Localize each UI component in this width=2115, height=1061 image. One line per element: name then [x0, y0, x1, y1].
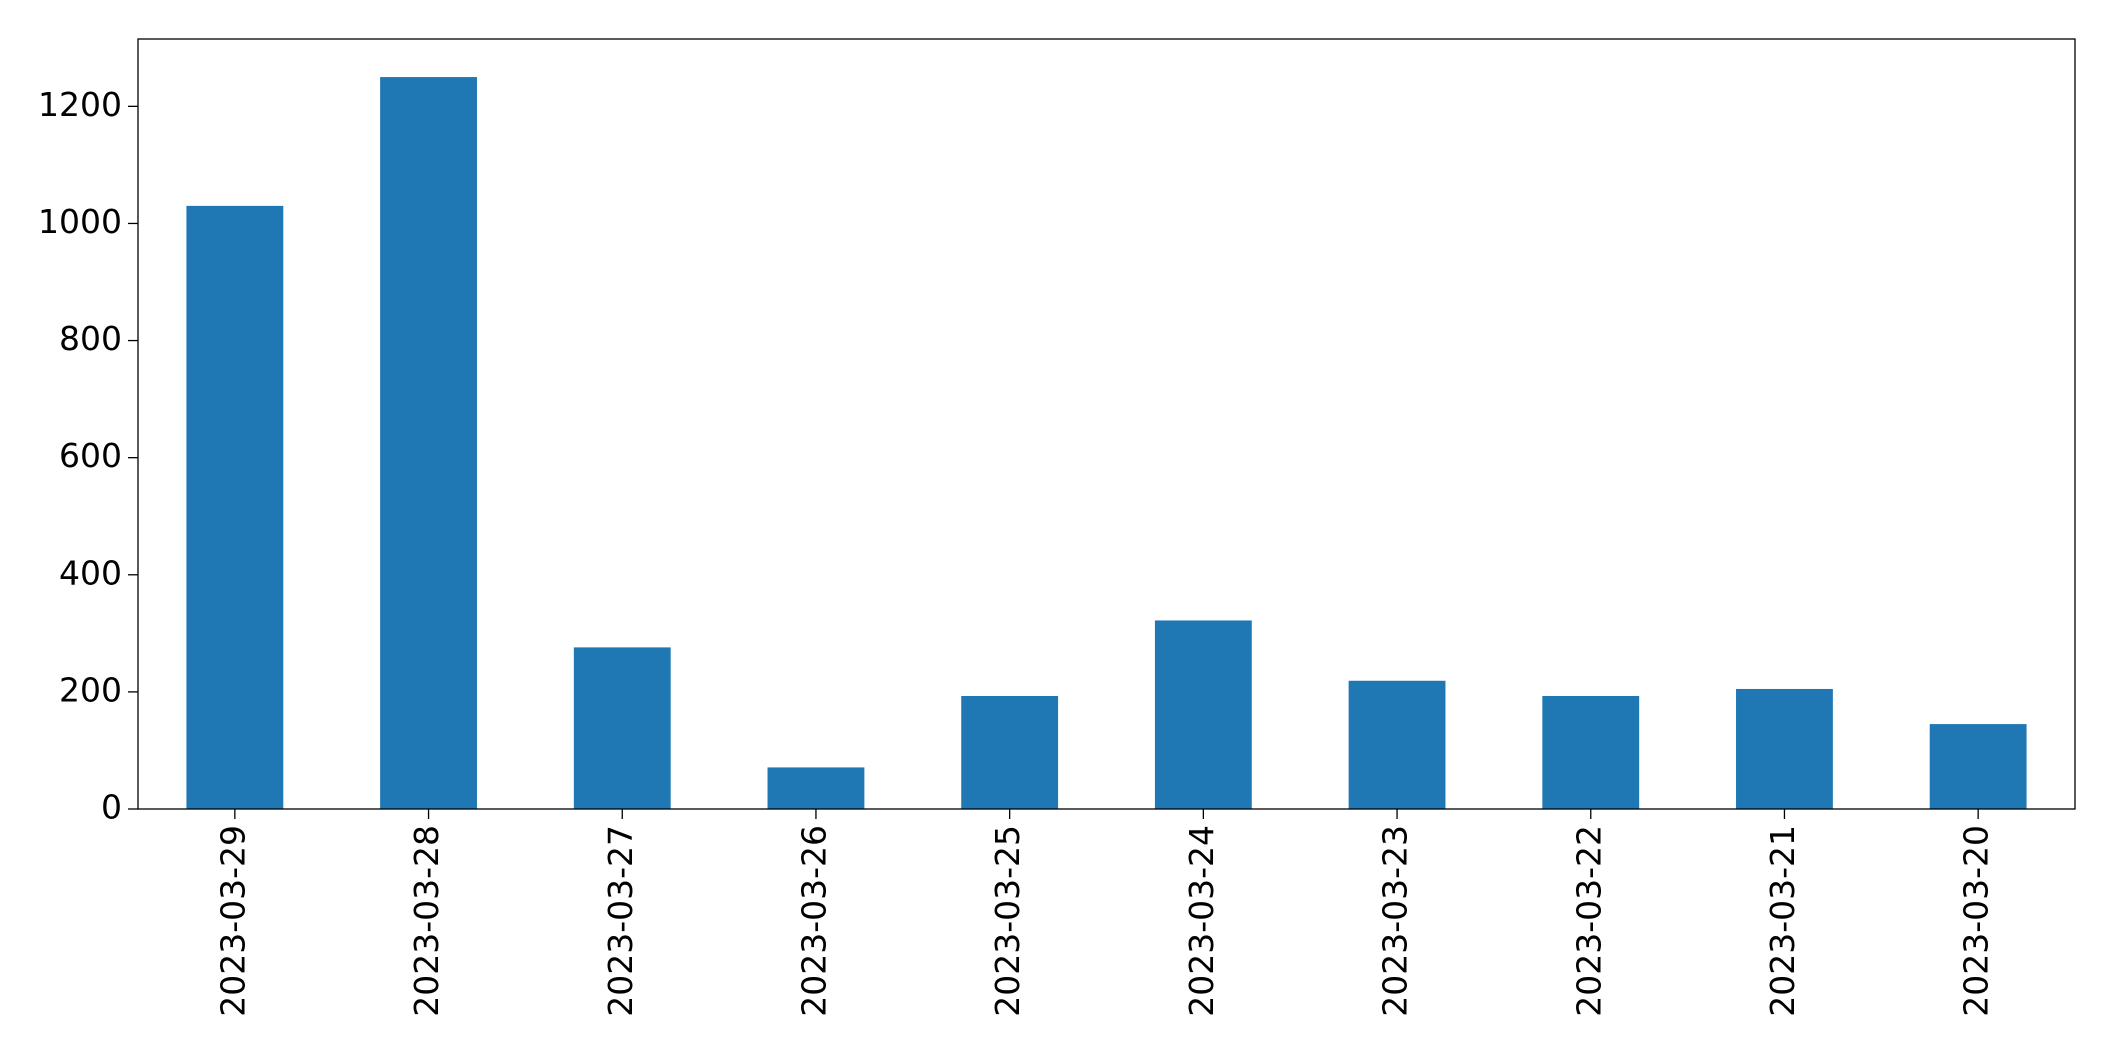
y-tick-label: 800 — [59, 319, 122, 358]
x-tick-label: 2023-03-27 — [601, 825, 640, 1017]
bar — [1348, 680, 1446, 809]
x-tick-label: 2023-03-20 — [1957, 825, 1996, 1017]
bar — [573, 647, 671, 809]
y-tick-label: 1200 — [38, 85, 122, 124]
bar — [1929, 724, 2027, 809]
x-tick-label: 2023-03-29 — [213, 825, 252, 1017]
bar — [1736, 688, 1833, 809]
x-tick-label: 2023-03-23 — [1376, 825, 1415, 1017]
bar — [767, 767, 865, 809]
bar — [1542, 695, 1640, 809]
bar — [961, 695, 1059, 809]
x-tick-label: 2023-03-22 — [1569, 825, 1608, 1017]
y-tick-label: 600 — [59, 436, 122, 475]
y-tick-label: 1000 — [38, 202, 122, 241]
y-tick-label: 200 — [59, 670, 122, 709]
plot-frame — [137, 38, 2076, 810]
bar — [1154, 620, 1252, 809]
y-tick-label: 400 — [59, 553, 122, 592]
x-tick-label: 2023-03-24 — [1182, 825, 1221, 1017]
x-tick-label: 2023-03-26 — [794, 825, 833, 1017]
x-tick-label: 2023-03-28 — [407, 825, 446, 1017]
x-tick-label: 2023-03-21 — [1763, 825, 1802, 1017]
bar — [380, 77, 477, 809]
bar — [186, 205, 284, 809]
x-tick-label: 2023-03-25 — [988, 825, 1027, 1017]
y-tick-label: 0 — [101, 788, 122, 827]
